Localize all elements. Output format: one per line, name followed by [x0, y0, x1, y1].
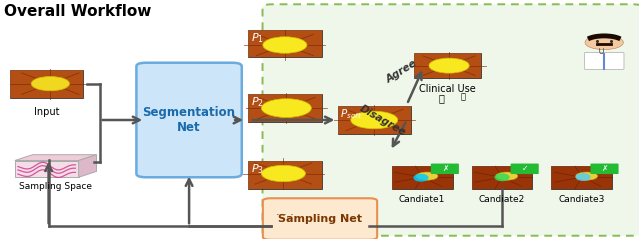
Text: ∪: ∪ — [597, 46, 605, 56]
Text: Agree: Agree — [385, 58, 419, 85]
Text: Disagree: Disagree — [358, 103, 408, 138]
Text: ✗: ✗ — [442, 164, 448, 173]
Text: ✗: ✗ — [602, 164, 608, 173]
Text: · · ·: · · · — [276, 210, 294, 221]
FancyBboxPatch shape — [337, 106, 411, 134]
FancyBboxPatch shape — [248, 161, 321, 189]
FancyBboxPatch shape — [552, 166, 612, 189]
FancyBboxPatch shape — [263, 198, 377, 240]
FancyBboxPatch shape — [472, 166, 532, 189]
Circle shape — [351, 111, 398, 129]
FancyBboxPatch shape — [472, 166, 532, 189]
Circle shape — [263, 37, 307, 53]
FancyBboxPatch shape — [392, 166, 452, 189]
FancyBboxPatch shape — [248, 161, 321, 189]
Text: Input: Input — [34, 108, 60, 117]
FancyBboxPatch shape — [431, 163, 459, 174]
FancyBboxPatch shape — [10, 71, 83, 98]
Text: $P_3$: $P_3$ — [251, 162, 264, 176]
FancyBboxPatch shape — [15, 161, 79, 177]
Circle shape — [416, 172, 438, 180]
Text: $P_2$: $P_2$ — [251, 96, 264, 109]
Circle shape — [31, 77, 70, 91]
Circle shape — [429, 58, 469, 73]
Ellipse shape — [495, 173, 509, 181]
Text: Sampling Net: Sampling Net — [278, 214, 362, 224]
FancyBboxPatch shape — [414, 53, 481, 78]
Text: Segmentation
Net: Segmentation Net — [143, 106, 236, 134]
Text: 💊: 💊 — [461, 93, 465, 102]
FancyBboxPatch shape — [552, 166, 612, 189]
FancyBboxPatch shape — [591, 163, 618, 174]
FancyBboxPatch shape — [10, 71, 83, 98]
FancyBboxPatch shape — [248, 30, 321, 57]
Text: ✓: ✓ — [522, 164, 528, 173]
Circle shape — [261, 99, 311, 117]
Circle shape — [585, 35, 623, 50]
FancyBboxPatch shape — [414, 53, 481, 78]
Ellipse shape — [413, 174, 429, 182]
Text: Candiate2: Candiate2 — [479, 195, 525, 204]
Text: Candiate3: Candiate3 — [559, 195, 605, 204]
Text: $P_{soft}$: $P_{soft}$ — [340, 108, 362, 121]
Circle shape — [261, 165, 305, 182]
Ellipse shape — [575, 173, 591, 181]
Circle shape — [496, 172, 518, 180]
Text: Overall Workflow: Overall Workflow — [4, 4, 151, 19]
Text: $P_1$: $P_1$ — [251, 31, 264, 45]
FancyBboxPatch shape — [248, 30, 321, 57]
Text: Candiate1: Candiate1 — [399, 195, 445, 204]
FancyBboxPatch shape — [584, 53, 624, 69]
FancyBboxPatch shape — [262, 4, 640, 236]
Circle shape — [576, 172, 598, 180]
Polygon shape — [79, 155, 97, 177]
FancyBboxPatch shape — [248, 94, 321, 122]
FancyBboxPatch shape — [337, 106, 411, 134]
FancyBboxPatch shape — [392, 166, 452, 189]
Text: Clinical Use: Clinical Use — [419, 84, 476, 94]
Polygon shape — [15, 155, 97, 161]
FancyBboxPatch shape — [136, 63, 242, 177]
Text: 🩺: 🩺 — [438, 93, 444, 103]
FancyBboxPatch shape — [511, 163, 539, 174]
FancyBboxPatch shape — [248, 94, 321, 122]
Text: Sampling Space: Sampling Space — [19, 182, 92, 191]
